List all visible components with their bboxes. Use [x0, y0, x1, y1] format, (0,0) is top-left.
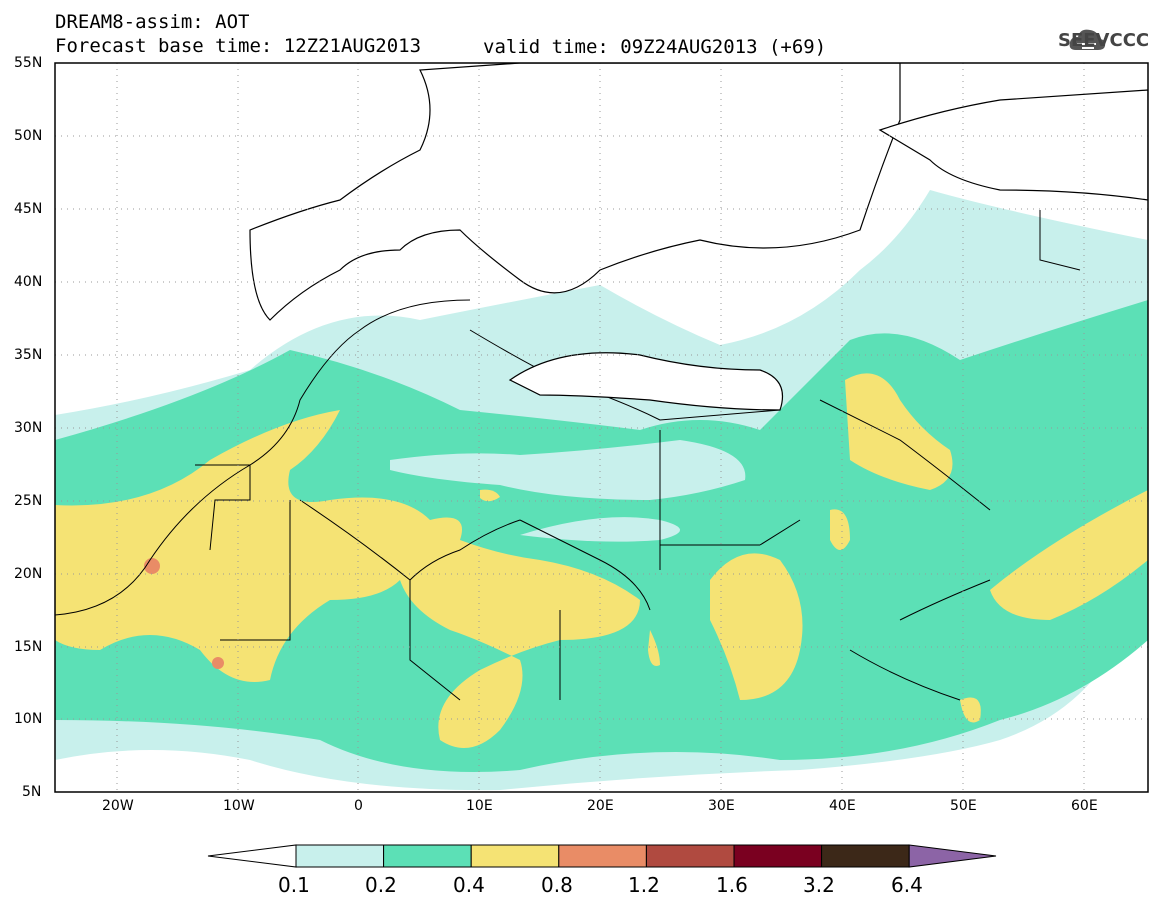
lat-label: 20N — [14, 566, 43, 582]
cloud-logo-icon — [1069, 29, 1106, 50]
colorbar-high-arrow — [908, 844, 997, 868]
lat-label: 15N — [14, 639, 43, 655]
lon-label: 10E — [466, 798, 493, 814]
colorbar-label: 0.4 — [453, 873, 485, 897]
lat-label: 40N — [14, 274, 43, 290]
lon-label: 50E — [950, 798, 977, 814]
lon-label: 10W — [223, 798, 255, 814]
lat-label: 55N — [14, 55, 43, 71]
lat-label: 10N — [14, 711, 43, 727]
colorbar-label: 1.2 — [628, 873, 660, 897]
colorbar-label: 0.2 — [365, 873, 397, 897]
colorbar-label: 3.2 — [803, 873, 835, 897]
lon-label: 20E — [587, 798, 614, 814]
colorbar-label: 6.4 — [891, 873, 923, 897]
aot-band-0.4 — [55, 410, 640, 748]
lon-label: 0 — [354, 798, 363, 814]
lon-label: 20W — [102, 798, 134, 814]
lon-label: 60E — [1071, 798, 1098, 814]
lat-label: 35N — [14, 347, 43, 363]
lat-label: 25N — [14, 493, 43, 509]
lat-label: 45N — [14, 201, 43, 217]
colorbar-low-arrow — [207, 844, 297, 868]
lon-label: 40E — [829, 798, 856, 814]
lon-label: 30E — [708, 798, 735, 814]
lat-label: 30N — [14, 420, 43, 436]
colorbar-label: 0.1 — [278, 873, 310, 897]
colorbar-label: 1.6 — [716, 873, 748, 897]
colorbar-label: 0.8 — [541, 873, 573, 897]
lat-label: 50N — [14, 128, 43, 144]
logo-text: SEEVCCC — [1058, 30, 1150, 51]
forecast-base-time: Forecast base time: 12Z21AUG2013 — [55, 35, 422, 57]
colorbar — [207, 844, 997, 868]
map-title: DREAM8-assim: AOT — [55, 11, 250, 33]
valid-time: valid time: 09Z24AUG2013 (+69) — [483, 36, 827, 58]
lat-label: 5N — [22, 784, 42, 800]
